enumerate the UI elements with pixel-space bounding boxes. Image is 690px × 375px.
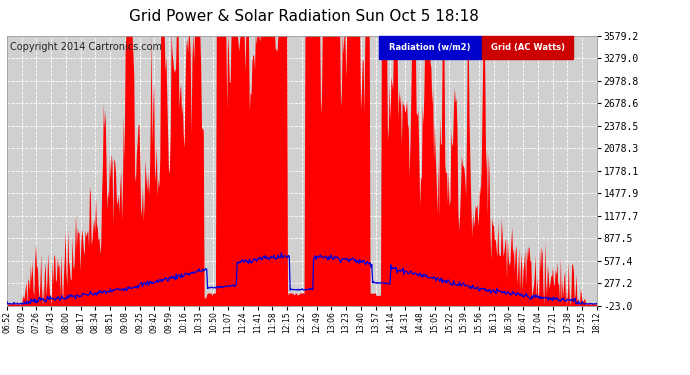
Bar: [379, 36, 482, 58]
Text: Grid (AC Watts): Grid (AC Watts): [491, 43, 564, 52]
Text: Radiation (w/m2): Radiation (w/m2): [389, 43, 471, 52]
Bar: [482, 36, 573, 58]
Text: Grid Power & Solar Radiation Sun Oct 5 18:18: Grid Power & Solar Radiation Sun Oct 5 1…: [128, 9, 479, 24]
Text: Copyright 2014 Cartronics.com: Copyright 2014 Cartronics.com: [10, 42, 162, 52]
